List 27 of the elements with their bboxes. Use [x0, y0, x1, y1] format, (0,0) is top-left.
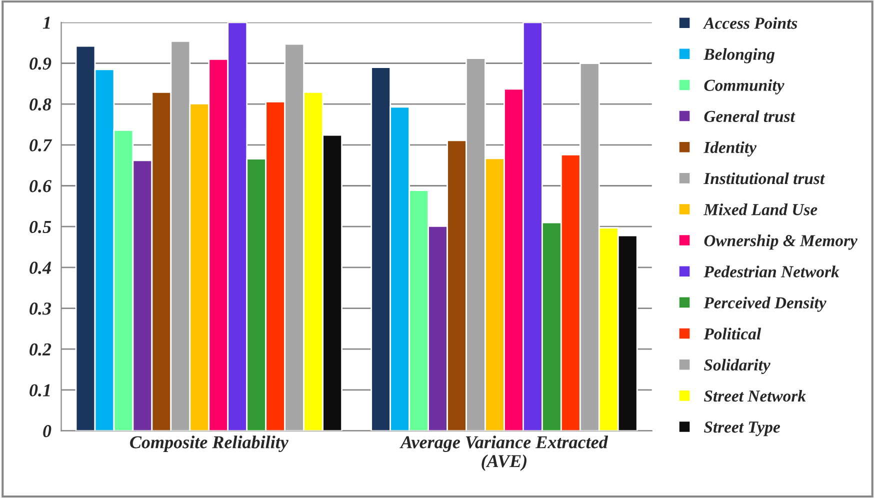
legend-label: Identity	[704, 141, 757, 157]
legend-label: Street Type	[704, 422, 780, 436]
y-tick-label: 0.4	[30, 262, 51, 274]
y-tick-label: 0.6	[30, 180, 52, 192]
y-tick-label: 0.8	[30, 98, 52, 111]
legend-label: General trust	[704, 110, 796, 122]
legend-label: Belonging	[704, 48, 775, 64]
y-tick-label: 0.2	[30, 343, 52, 356]
legend-label: Pedestrian Network	[704, 266, 840, 278]
y-tick-label: 0.5	[30, 220, 52, 234]
y-tick-label: 0.9	[30, 58, 52, 70]
y-tick-label: 0	[43, 425, 52, 438]
y-tick-label: 0.3	[30, 302, 52, 315]
y-tick-label: 0.7	[30, 139, 52, 152]
legend-label: Community	[704, 79, 784, 94]
legend-label: Institutional trust	[704, 172, 825, 184]
legend-label: Political	[704, 328, 762, 340]
legend-label: Access Points	[702, 17, 798, 29]
legend-label: Solidarity	[704, 358, 770, 374]
legend-label: Street Network	[704, 390, 806, 402]
legend-label: Ownership & Memory	[704, 234, 858, 250]
legend-label: Mixed Land Use	[703, 204, 818, 216]
y-tick-label: 1	[42, 16, 50, 29]
x-tick-label: Composite Reliability	[130, 436, 288, 452]
legend-label: Perceived Density	[704, 296, 826, 312]
y-tick-label: 0.1	[30, 384, 50, 396]
x-tick-label: Average Variance Extracted (AVE)	[400, 436, 608, 471]
